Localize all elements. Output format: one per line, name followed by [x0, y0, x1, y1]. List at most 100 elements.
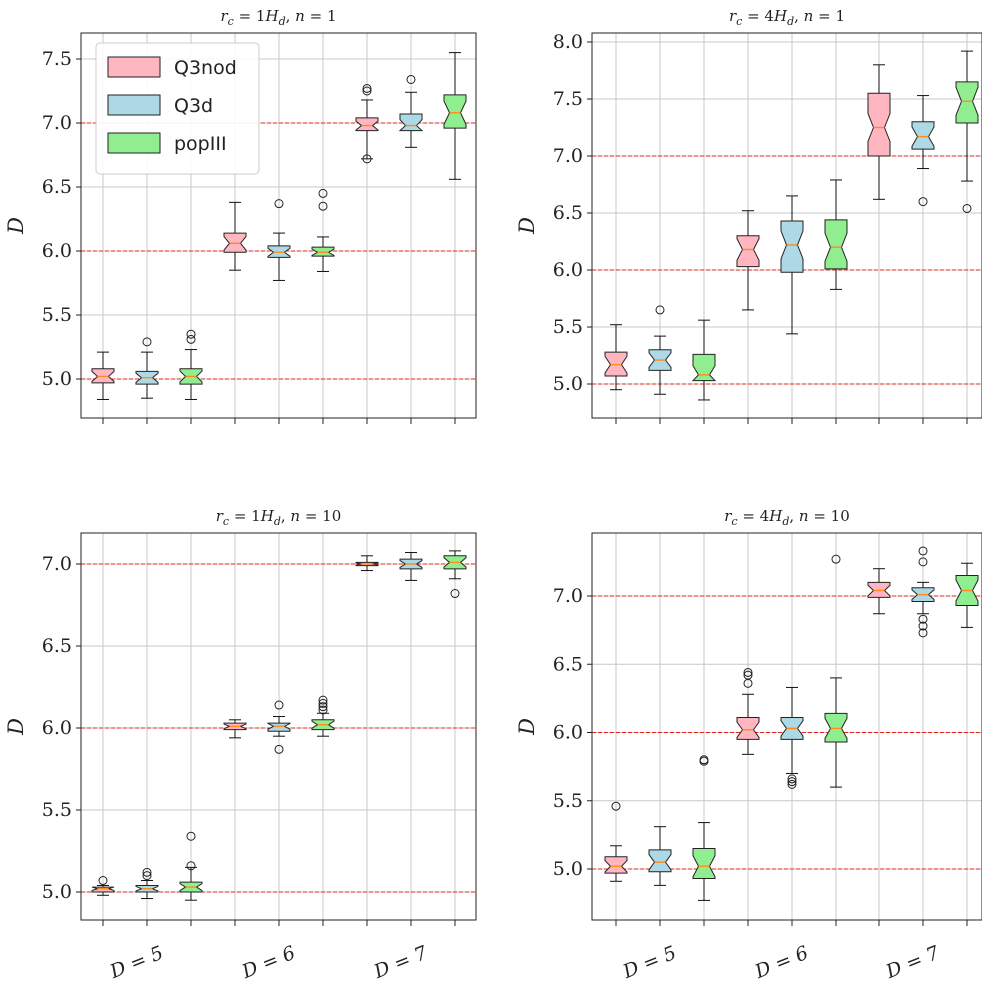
box-popiii-2 — [311, 695, 335, 737]
y-tick-label: 7.5 — [42, 48, 72, 70]
box-body — [604, 856, 628, 874]
y-tick-label: 5.0 — [553, 373, 583, 395]
outlier-point — [318, 702, 328, 712]
box-body — [648, 849, 672, 873]
box-popiii-1 — [692, 755, 716, 901]
box-q3nod-2 — [223, 201, 247, 271]
outlier-point — [186, 329, 196, 339]
box-body — [692, 848, 716, 880]
box-body — [355, 117, 379, 132]
outlier-point — [450, 589, 460, 599]
box-popiii-3 — [955, 50, 979, 213]
outlier-point — [787, 777, 797, 787]
box-body — [955, 81, 979, 124]
box-body — [911, 121, 935, 150]
outlier-point — [787, 779, 797, 789]
box-body — [398, 113, 424, 132]
box-body — [91, 886, 115, 893]
legend-swatch — [107, 56, 161, 78]
box-body — [824, 219, 848, 270]
box-q3nod-3 — [355, 555, 379, 572]
outlier-point — [699, 755, 709, 765]
outlier-point — [362, 86, 372, 96]
y-tick-label: 5.5 — [42, 799, 72, 821]
outlier-point — [962, 203, 972, 213]
y-tick-label: 5.0 — [42, 881, 72, 903]
box-q3d-3 — [399, 552, 423, 581]
box-q3nod-2 — [736, 210, 760, 311]
box-q3d-2 — [780, 195, 804, 335]
box-q3nod-3 — [867, 64, 891, 200]
y-tick-label: 6.0 — [553, 259, 583, 281]
y-tick-label: 5.5 — [42, 304, 72, 326]
chart-title: rc = 4Hd, n = 1 — [729, 7, 845, 28]
outlier-point — [918, 557, 928, 567]
outlier-point — [318, 695, 328, 705]
outlier-point — [186, 334, 196, 344]
category-label: D = 5 — [106, 942, 166, 981]
chart-panel-2: 5.0 5.5 6.0 6.5 7.0 7.5 8.0 rc = 4Hd, n = 1 D — [515, 7, 982, 424]
box-body — [867, 92, 891, 157]
y-tick-label: 6.0 — [553, 722, 583, 744]
y-tick-label: 5.0 — [42, 368, 72, 390]
box-q3d-2 — [780, 686, 804, 789]
legend: Q3nod Q3d popIII — [95, 42, 260, 175]
axes-frame — [80, 32, 477, 419]
outlier-point — [142, 867, 152, 877]
box-popiii-3 — [955, 562, 979, 628]
y-tick-label: 6.0 — [42, 240, 72, 262]
outlier-point — [743, 667, 753, 677]
outlier-point — [743, 670, 753, 680]
legend-label: Q3nod — [174, 57, 237, 79]
box-q3d-1 — [135, 867, 159, 900]
y-tick-label: 6.5 — [42, 635, 72, 657]
y-tick-label: 8.0 — [553, 31, 583, 53]
axes-frame — [591, 532, 982, 921]
box-body — [780, 220, 804, 273]
y-axis-label: D — [515, 718, 539, 736]
box-q3nod-1 — [91, 351, 115, 400]
outlier-point — [274, 199, 284, 209]
box-q3nod-2 — [223, 719, 247, 739]
outlier-point — [611, 801, 621, 811]
y-tick-label: 6.0 — [42, 717, 72, 739]
legend-label: popIII — [174, 133, 227, 155]
outlier-point — [318, 188, 328, 198]
outlier-point — [318, 698, 328, 708]
outlier-point — [918, 197, 928, 207]
outlier-point — [918, 621, 928, 631]
box-body — [267, 722, 291, 732]
y-tick-label: 5.0 — [553, 858, 583, 880]
box-q3d-1 — [648, 826, 672, 886]
y-tick-label: 7.0 — [553, 145, 583, 167]
outlier-point — [274, 700, 284, 710]
box-q3d-3 — [911, 95, 935, 207]
y-tick-label: 5.5 — [553, 316, 583, 338]
chart-panel-3: 5.0 5.5 6.0 6.5 7.0 rc = 1Hd, n = 10 D D = 5 D =… — [4, 507, 477, 981]
y-tick-label: 7.0 — [42, 553, 72, 575]
axes-frame — [591, 32, 982, 419]
box-q3nod-3 — [867, 568, 891, 615]
box-q3d-2 — [267, 199, 291, 281]
legend-label: Q3d — [174, 95, 213, 117]
outlier-point — [98, 876, 108, 886]
box-q3d-1 — [135, 337, 159, 399]
box-q3d-2 — [267, 700, 291, 754]
outlier-point — [831, 554, 841, 564]
y-axis-label: D — [515, 217, 539, 235]
box-body — [691, 353, 717, 382]
y-axis-label: D — [4, 718, 28, 736]
box-q3nod-2 — [736, 667, 760, 755]
outlier-point — [274, 744, 284, 754]
box-body — [736, 235, 760, 268]
box-popiii-2 — [824, 179, 848, 290]
outlier-point — [918, 628, 928, 638]
box-q3d-3 — [398, 74, 424, 148]
box-q3d-1 — [648, 305, 672, 395]
category-label: D = 5 — [619, 942, 679, 981]
box-body — [443, 94, 467, 129]
y-tick-label: 7.0 — [553, 585, 583, 607]
outlier-point — [318, 705, 328, 715]
box-q3nod-1 — [604, 324, 628, 391]
outlier-point — [918, 614, 928, 624]
